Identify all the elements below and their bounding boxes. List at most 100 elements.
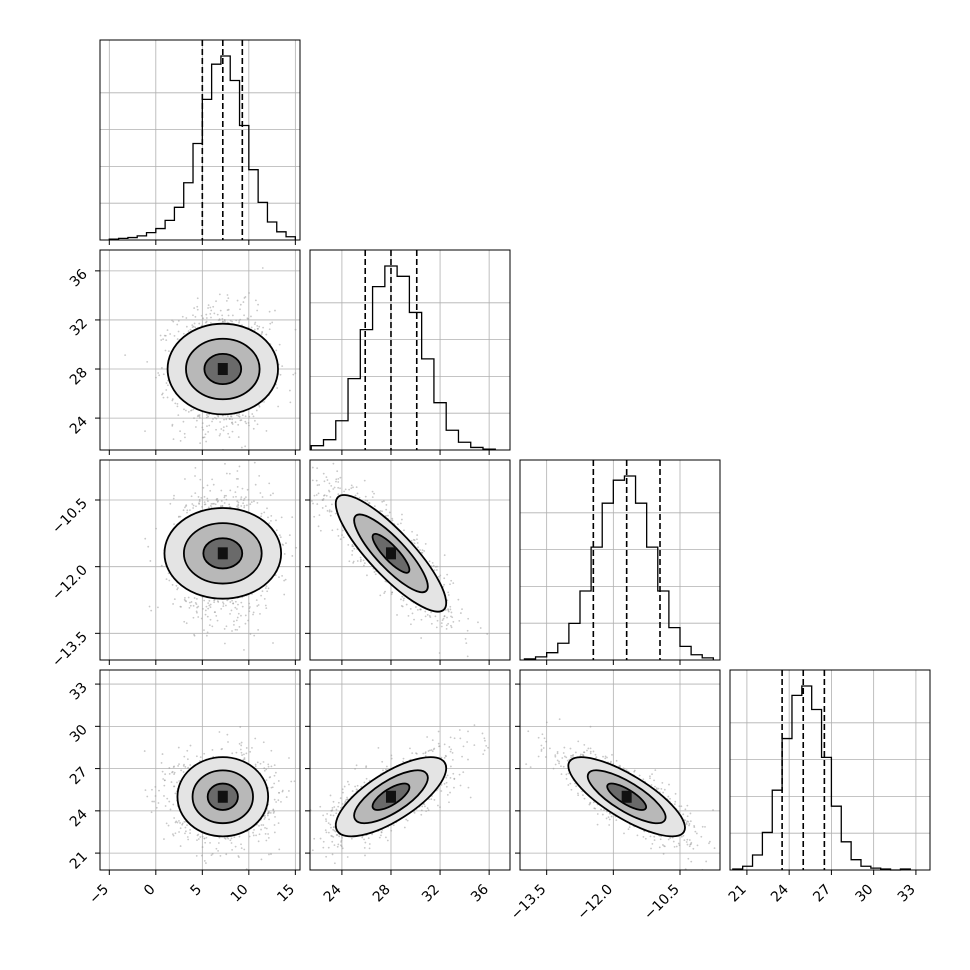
sample-point (221, 505, 224, 507)
sample-point (250, 315, 252, 318)
sample-point (177, 746, 180, 749)
scatter-panel-0-1 (99, 249, 301, 451)
sample-point (403, 597, 405, 600)
sample-point (228, 472, 231, 475)
sample-point (223, 496, 226, 499)
sample-point (227, 297, 230, 300)
sample-point (199, 442, 202, 445)
sample-point (279, 373, 282, 376)
sample-point (157, 606, 159, 609)
sample-point (218, 836, 221, 839)
sample-point (292, 479, 294, 481)
sample-point (253, 634, 256, 637)
sample-point (197, 496, 200, 498)
sample-point (244, 614, 247, 617)
sample-point (203, 629, 205, 632)
sample-point (430, 622, 433, 625)
sample-point (325, 476, 328, 479)
sample-point (184, 506, 186, 509)
sample-point (253, 323, 256, 325)
sample-point (236, 500, 239, 503)
sample-point (219, 505, 222, 507)
density-peak (217, 547, 228, 560)
sample-point (192, 314, 194, 317)
sample-point (213, 502, 215, 505)
sample-point (220, 607, 223, 610)
sample-point (187, 330, 190, 333)
sample-point (177, 330, 180, 333)
sample-point (317, 492, 320, 495)
sample-point (353, 547, 356, 550)
sample-point (176, 402, 179, 405)
sample-point (261, 331, 263, 334)
sample-point (241, 754, 243, 756)
sample-point (263, 767, 266, 770)
sample-point (402, 599, 405, 602)
sample-point (207, 602, 210, 604)
sample-point (248, 602, 251, 605)
sample-point (225, 418, 228, 421)
sample-point (447, 609, 450, 612)
sample-point (202, 436, 205, 439)
sample-point (208, 424, 211, 427)
sample-point (209, 504, 212, 507)
sample-point (164, 349, 167, 352)
sample-point (413, 542, 416, 545)
sample-point (196, 611, 198, 614)
sample-point (447, 591, 450, 594)
sample-point (231, 599, 233, 602)
sample-point (280, 516, 283, 519)
sample-point (174, 792, 177, 795)
sample-point (179, 515, 182, 518)
sample-point (157, 372, 160, 374)
sample-point (205, 440, 207, 443)
sample-point (238, 413, 241, 415)
sample-point (151, 800, 154, 803)
sample-point (177, 414, 180, 416)
sample-point (274, 309, 276, 312)
sample-point (238, 465, 241, 468)
sample-point (401, 513, 403, 516)
sample-point (202, 428, 205, 431)
sample-point (168, 772, 171, 775)
sample-point (184, 832, 186, 835)
sample-point (275, 529, 278, 532)
sample-point (316, 467, 319, 470)
sample-point (186, 511, 188, 514)
sample-point (291, 555, 294, 557)
sample-point (160, 339, 163, 341)
sample-point (231, 849, 234, 851)
sample-point (171, 319, 173, 322)
sample-point (467, 617, 470, 620)
sample-point (268, 310, 271, 313)
sample-point (189, 832, 191, 835)
sample-point (194, 426, 197, 428)
sample-point (326, 509, 329, 512)
histogram-panel-3 (729, 669, 931, 871)
sample-point (431, 561, 434, 564)
sample-point (400, 598, 402, 601)
sample-point (218, 293, 221, 296)
sample-point (443, 554, 446, 557)
sample-point (192, 604, 195, 607)
sample-point (215, 417, 218, 420)
panel-frame (99, 459, 301, 661)
sample-point (405, 603, 408, 606)
sample-point (172, 438, 175, 440)
sample-point (240, 741, 243, 744)
sample-point (337, 493, 340, 496)
sample-point (253, 328, 256, 331)
sample-point (241, 487, 244, 490)
sample-point (187, 596, 190, 599)
sample-point (224, 320, 226, 323)
histogram-panel-0 (99, 39, 301, 241)
sample-point (244, 296, 247, 298)
sample-point (235, 319, 238, 322)
sample-point (229, 489, 232, 492)
sample-point (195, 755, 198, 758)
sample-point (421, 551, 424, 554)
sample-point (200, 496, 203, 499)
sample-point (238, 626, 241, 628)
sample-point (317, 525, 320, 528)
